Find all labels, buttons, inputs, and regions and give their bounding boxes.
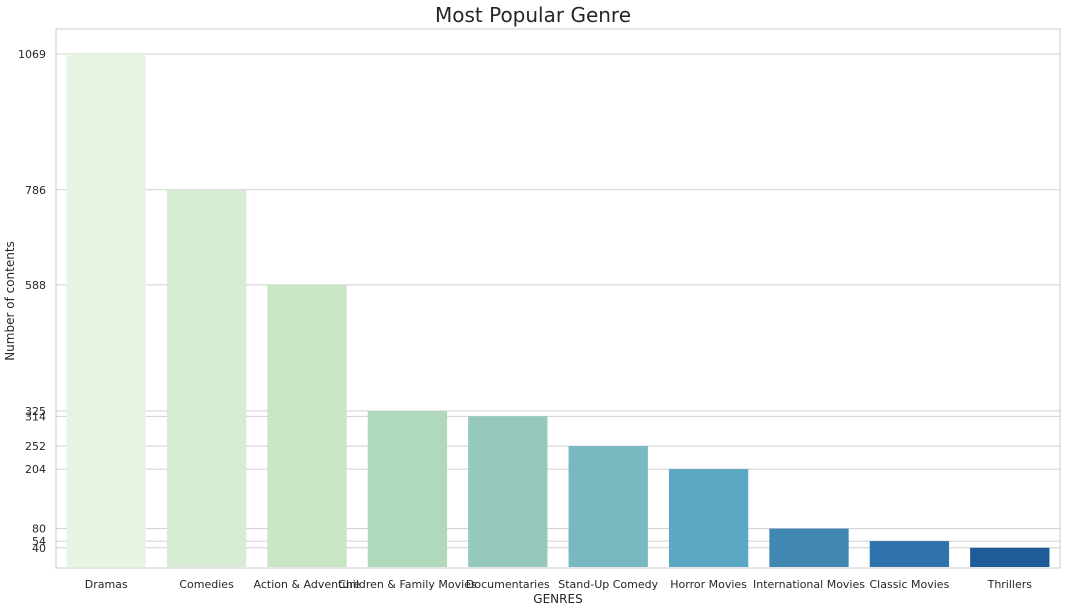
y-tick-label: 786 (25, 184, 46, 197)
x-tick-label: Action & Adventure (254, 578, 361, 591)
y-tick-label: 1069 (18, 48, 46, 61)
bar (267, 284, 347, 567)
y-tick-label: 80 (32, 523, 46, 536)
bar (668, 469, 749, 567)
bar (367, 411, 448, 567)
x-tick-label: Classic Movies (869, 578, 949, 591)
y-tick-label: 314 (25, 410, 46, 423)
y-tick-label: 325 (25, 405, 46, 418)
bar (869, 541, 950, 567)
x-tick-label: Children & Family Movies (338, 578, 477, 591)
bar (970, 547, 1050, 567)
x-tick-label: Dramas (85, 578, 128, 591)
y-tick-label: 40 (32, 542, 46, 555)
x-tick-label: Horror Movies (670, 578, 747, 591)
y-tick-label: 252 (25, 440, 46, 453)
x-tick-label: Comedies (179, 578, 234, 591)
bar (166, 189, 247, 567)
x-tick-label: Documentaries (466, 578, 550, 591)
y-tick-label: 204 (25, 463, 46, 476)
y-tick-label: 588 (25, 279, 46, 292)
chart-title: Most Popular Genre (435, 3, 631, 27)
x-axis-title: GENRES (533, 592, 582, 606)
x-tick-label: Thrillers (987, 578, 1033, 591)
bar (769, 528, 849, 567)
bar (66, 54, 146, 567)
y-axis-title: Number of contents (3, 241, 17, 361)
bars (66, 54, 1050, 567)
x-tick-label: International Movies (753, 578, 865, 591)
bar (468, 416, 548, 567)
bar (568, 446, 648, 567)
x-tick-label: Stand-Up Comedy (558, 578, 658, 591)
plot-frame (55, 28, 1061, 569)
y-tick-label: 54 (32, 535, 46, 548)
